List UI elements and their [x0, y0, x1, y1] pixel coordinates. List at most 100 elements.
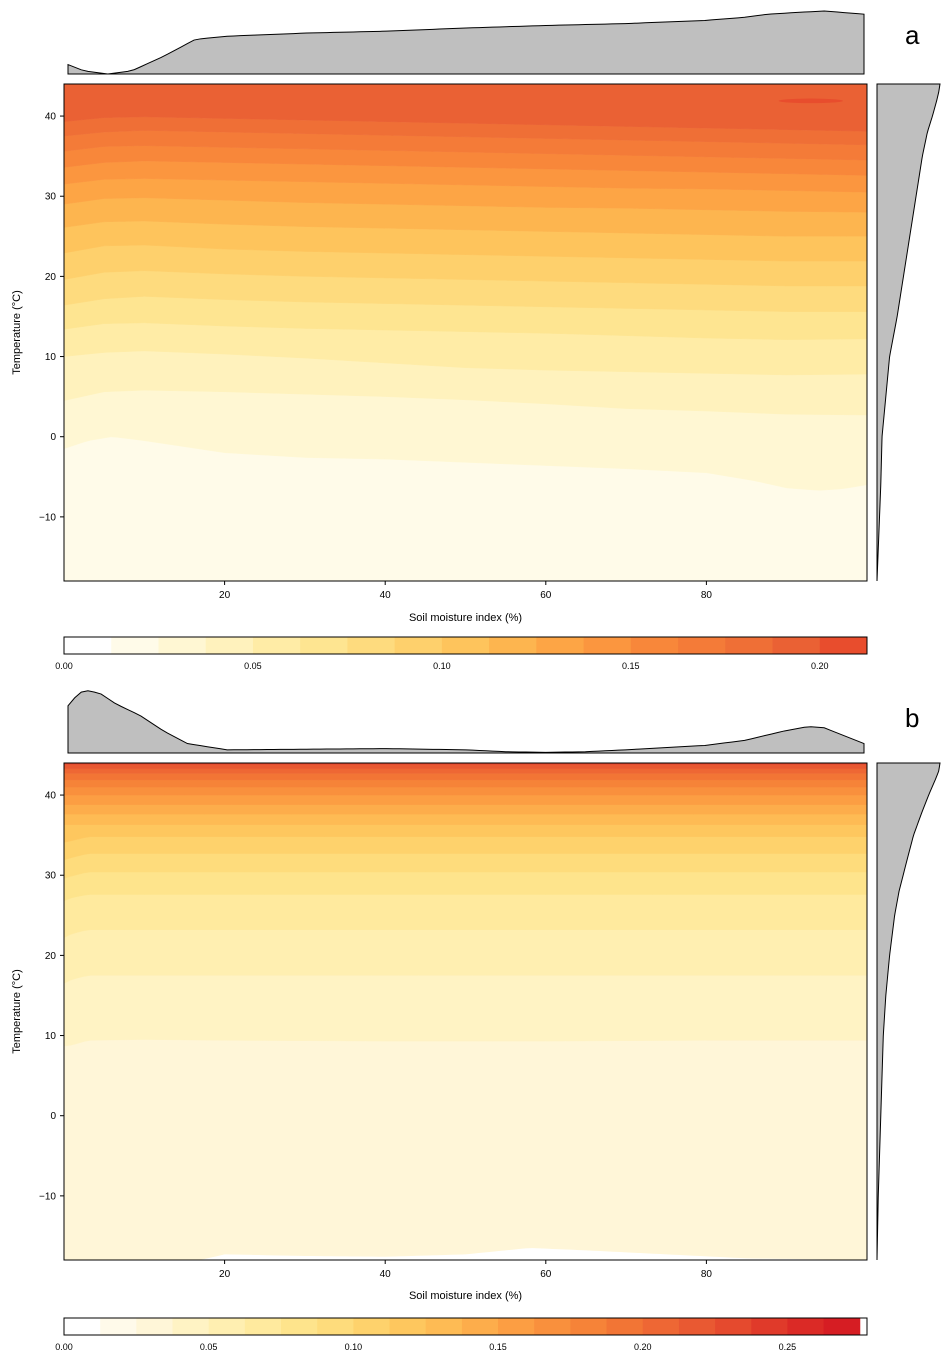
contour-band — [64, 84, 867, 132]
contour-band — [64, 975, 867, 1047]
x-tick-label: 40 — [380, 590, 392, 601]
colorbar-swatch — [461, 1318, 499, 1335]
colorbar-swatch — [441, 637, 490, 654]
panel-label: a — [905, 20, 920, 50]
y-tick-label: 30 — [45, 192, 57, 203]
x-tick-label: 60 — [540, 590, 552, 601]
y-tick-label: 40 — [45, 112, 57, 123]
colorbar-frame — [63, 636, 868, 655]
contour-hotspot — [778, 98, 843, 104]
x-tick-label: 80 — [701, 590, 713, 601]
y-tick-label: 40 — [45, 791, 57, 802]
panel-a: 20 40 60 80 −10 0 10 20 30 40 0.00 0.05 0.10 0.15 0.2… — [11, 10, 941, 671]
colorbar-swatch — [389, 1318, 427, 1335]
contour-band — [64, 768, 867, 774]
x-tick-label: 20 — [219, 1269, 231, 1280]
colorbar-swatch — [205, 637, 254, 654]
top-density-curve — [67, 10, 865, 75]
x-tick-label: 20 — [219, 590, 231, 601]
colorbar-swatch — [787, 1318, 825, 1335]
contour-band — [64, 794, 867, 805]
colorbar-swatch — [772, 637, 821, 654]
y-axis-title: Temperature (°C) — [11, 969, 23, 1053]
colorbar: 0.00 0.05 0.10 0.15 0.20 0.25 — [55, 1317, 868, 1352]
colorbar-swatch — [208, 1318, 246, 1335]
colorbar-swatch — [819, 637, 868, 654]
contour-band — [64, 814, 867, 825]
colorbar-swatch — [353, 1318, 391, 1335]
plot-frame — [63, 762, 868, 1261]
right-marginal — [876, 762, 941, 1261]
y-axis-title: Temperature (°C) — [11, 290, 23, 374]
colorbar-swatch — [347, 637, 396, 654]
colorbar-swatch — [158, 637, 207, 654]
colorbar-swatch — [642, 1318, 680, 1335]
y-tick-label: 20 — [45, 272, 57, 283]
axes: 20 40 60 80 −10 0 10 20 30 40 — [39, 791, 712, 1280]
colorbar-tick-label: 0.20 — [634, 1342, 652, 1352]
contour-band — [64, 929, 867, 984]
top-marginal — [67, 10, 865, 75]
colorbar-swatch — [583, 637, 632, 654]
contour-band — [64, 786, 867, 796]
colorbar-tick-label: 0.15 — [622, 661, 640, 671]
colorbar-tick-label: 0.05 — [244, 661, 262, 671]
y-tick-label: −10 — [39, 1191, 56, 1202]
contour-band — [64, 764, 867, 769]
colorbar-swatch — [715, 1318, 752, 1335]
colorbar-swatch — [534, 1318, 571, 1335]
colorbar-tick-label: 0.10 — [345, 1342, 363, 1352]
colorbar-swatch — [281, 1318, 318, 1335]
colorbar-swatch — [425, 1318, 463, 1335]
colorbar-swatch — [725, 637, 774, 654]
x-tick-label: 80 — [701, 1269, 713, 1280]
x-tick-label: 40 — [380, 1269, 392, 1280]
x-axis-title: Soil moisture index (%) — [409, 612, 522, 624]
colorbar-swatch — [498, 1318, 535, 1335]
colorbar-tick-label: 0.15 — [489, 1342, 507, 1352]
top-density-curve — [67, 690, 865, 754]
colorbar-swatch — [606, 1318, 644, 1335]
axes: 20 40 60 80 −10 0 10 20 30 40 — [39, 112, 712, 601]
contour-band — [64, 804, 867, 815]
colorbar-swatch — [536, 637, 585, 654]
colorbar-swatch — [64, 637, 112, 654]
plot-frame — [63, 83, 868, 582]
panel-label: b — [905, 703, 919, 733]
colorbar-swatch — [252, 637, 301, 654]
y-tick-label: 30 — [45, 871, 57, 882]
colorbar-swatch — [172, 1318, 210, 1335]
colorbar-swatch — [300, 637, 348, 654]
colorbar-swatch — [823, 1318, 861, 1335]
colorbar-tick-label: 0.00 — [55, 1342, 73, 1352]
y-tick-label: 20 — [45, 951, 57, 962]
right-density-curve — [876, 83, 941, 582]
colorbar-swatch — [244, 1318, 282, 1335]
panel-b: 20 40 60 80 −10 0 10 20 30 40 0.00 0.05 0.10 0.15 0.2… — [11, 690, 941, 1352]
top-marginal — [67, 690, 865, 754]
colorbar-swatch — [136, 1318, 174, 1335]
x-axis-title: Soil moisture index (%) — [409, 1290, 522, 1302]
contour-band — [64, 1039, 867, 1260]
y-tick-label: 0 — [50, 1111, 56, 1122]
colorbar-swatch — [678, 637, 726, 654]
colorbar-swatch — [570, 1318, 608, 1335]
colorbar-swatch — [394, 637, 443, 654]
contour-band — [64, 1248, 867, 1260]
contour-band — [64, 773, 867, 781]
y-tick-label: 10 — [45, 352, 57, 363]
y-tick-label: −10 — [39, 512, 56, 523]
colorbar-frame — [63, 1317, 868, 1336]
colorbar-tick-label: 0.20 — [811, 661, 829, 671]
colorbar-swatch — [64, 1318, 101, 1335]
colorbar-tick-label: 0.00 — [55, 661, 73, 671]
contour-layer — [64, 763, 867, 1260]
colorbar-swatch — [678, 1318, 716, 1335]
colorbar-tick-label: 0.25 — [779, 1342, 797, 1352]
y-tick-label: 0 — [50, 432, 56, 443]
y-tick-label: 10 — [45, 1031, 57, 1042]
colorbar-swatch — [630, 637, 679, 654]
colorbar: 0.00 0.05 0.10 0.15 0.20 — [55, 636, 868, 671]
colorbar-swatch — [317, 1318, 354, 1335]
